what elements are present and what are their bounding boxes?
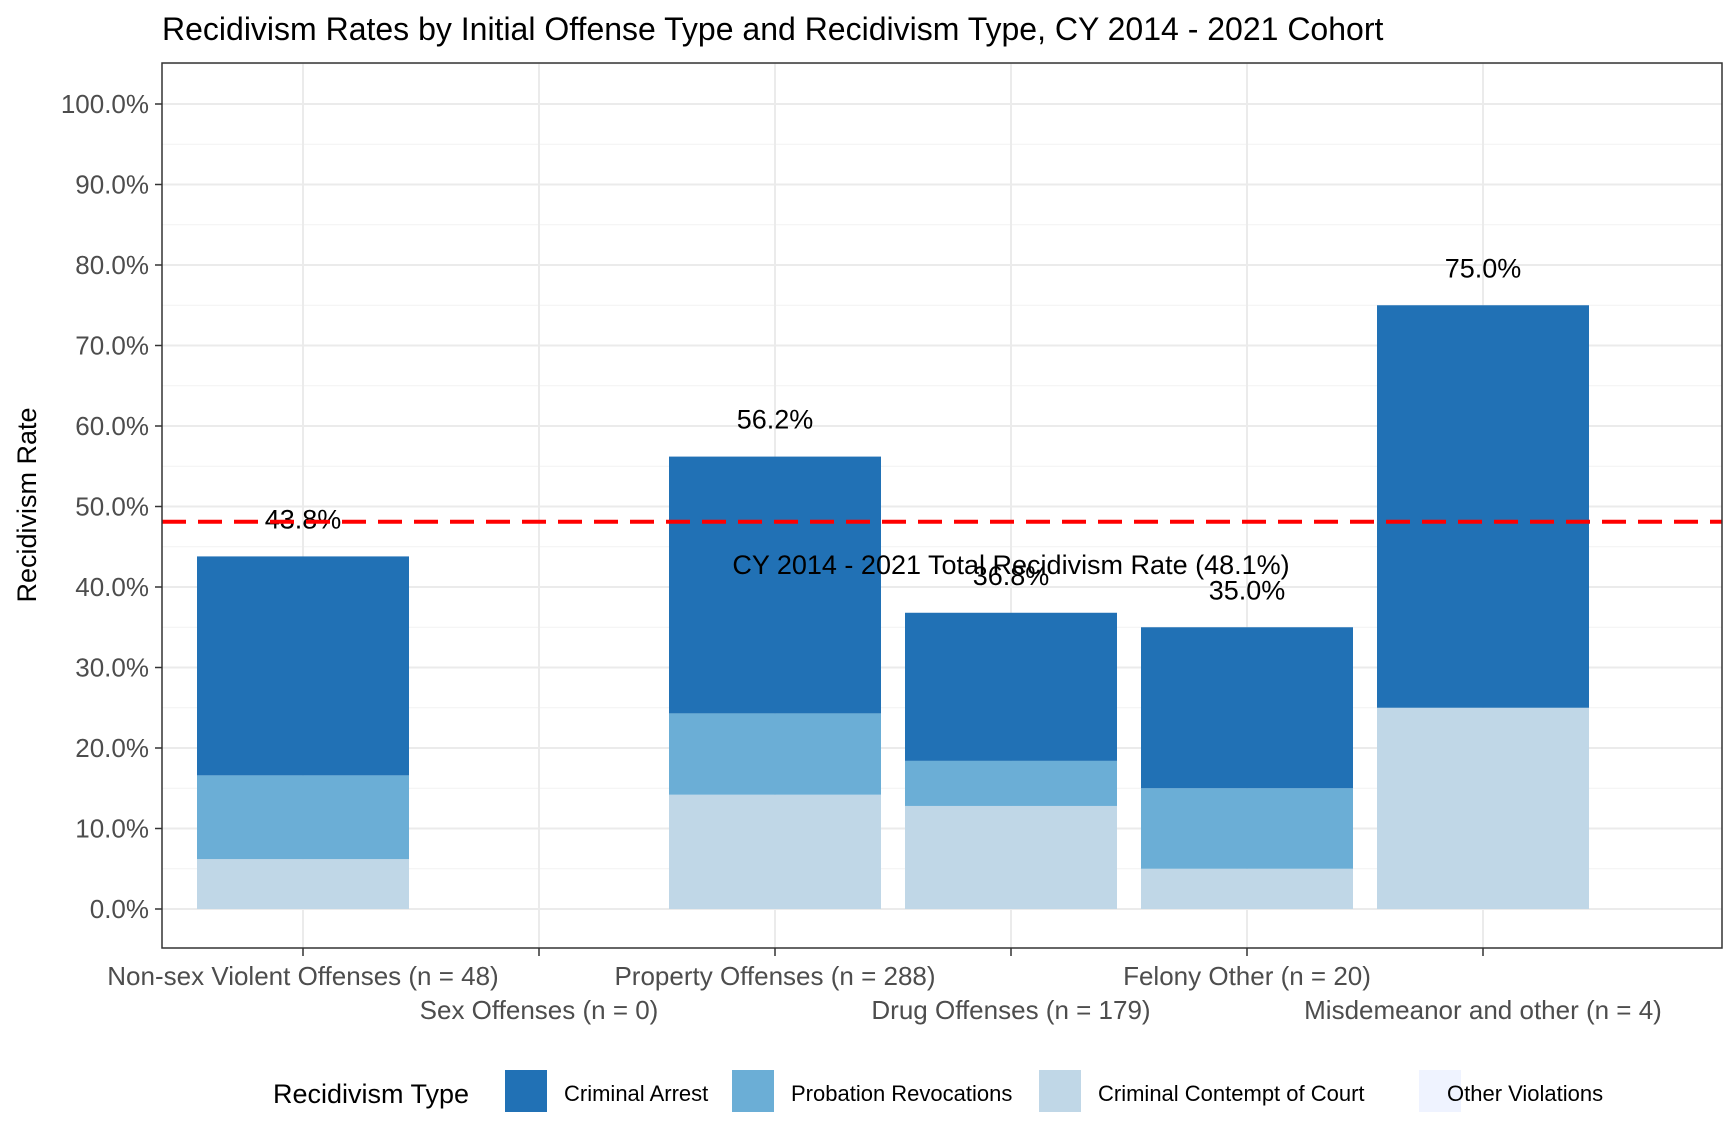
legend-label: Probation Revocations [791, 1081, 1012, 1106]
legend-key [1419, 1070, 1461, 1112]
y-tick-label: 90.0% [75, 170, 149, 200]
bar-segment-criminal-contempt-of-court [1141, 868, 1353, 909]
legend-label: Criminal Arrest [564, 1081, 708, 1106]
bar-segment-criminal-contempt-of-court [669, 794, 881, 909]
y-tick-label: 10.0% [75, 814, 149, 844]
x-tick-label: Property Offenses (n = 288) [614, 961, 935, 991]
y-tick-label: 0.0% [90, 894, 149, 924]
panel-border [161, 62, 1723, 949]
bar-segment-criminal-arrest [1141, 627, 1353, 789]
legend-key [1039, 1070, 1081, 1112]
bar-segment-criminal-arrest [197, 556, 409, 776]
bar-total-label: 56.2% [737, 405, 814, 435]
bar-segment-criminal-arrest [905, 612, 1117, 761]
y-tick-label: 60.0% [75, 411, 149, 441]
chart-title: Recidivism Rates by Initial Offense Type… [162, 11, 1383, 47]
bar-segment-criminal-contempt-of-court [1377, 707, 1589, 909]
reference-line-label: CY 2014 - 2021 Total Recidivism Rate (48… [732, 550, 1289, 580]
bar-total-label: 75.0% [1445, 253, 1522, 283]
legend-label: Criminal Contempt of Court [1098, 1081, 1365, 1106]
bar-total-label: 36.8% [973, 561, 1050, 591]
y-axis-title: Recidivism Rate [12, 407, 42, 602]
bar-segment-probation-revocations [197, 775, 409, 860]
x-tick-label: Sex Offenses (n = 0) [420, 995, 659, 1025]
legend: Recidivism Type Criminal Arrest Probation … [273, 1070, 1603, 1112]
bar-segment-probation-revocations [1141, 788, 1353, 869]
x-tick-label: Drug Offenses (n = 179) [871, 995, 1150, 1025]
legend-key [505, 1070, 547, 1112]
legend-title: Recidivism Type [273, 1079, 469, 1109]
y-tick-label: 50.0% [75, 492, 149, 522]
bar-segment-criminal-arrest [1377, 305, 1589, 708]
bar-total-label: 43.8% [265, 504, 342, 534]
y-tick-label: 70.0% [75, 331, 149, 361]
bar-segment-criminal-arrest [669, 456, 881, 714]
bar-segment-probation-revocations [905, 760, 1117, 806]
plot-panel: 43.8% 56.2% 36.8% 35.0% 75.0% CY 2014 - 2021 … [61, 62, 1723, 1025]
x-tick-label: Misdemeanor and other (n = 4) [1304, 995, 1662, 1025]
bar-segment-criminal-contempt-of-court [197, 859, 409, 909]
x-tick-label: Non-sex Violent Offenses (n = 48) [107, 961, 498, 991]
bar-total-label: 35.0% [1209, 575, 1286, 605]
y-tick-label: 30.0% [75, 653, 149, 683]
legend-key [732, 1070, 774, 1112]
bar-segment-criminal-contempt-of-court [905, 805, 1117, 909]
bar-segment-probation-revocations [669, 713, 881, 795]
legend-label: Other Violations [1447, 1081, 1603, 1106]
y-tick-label: 80.0% [75, 250, 149, 280]
y-tick-label: 40.0% [75, 572, 149, 602]
y-tick-label: 100.0% [61, 89, 149, 119]
x-tick-label: Felony Other (n = 20) [1123, 961, 1371, 991]
y-tick-label: 20.0% [75, 733, 149, 763]
